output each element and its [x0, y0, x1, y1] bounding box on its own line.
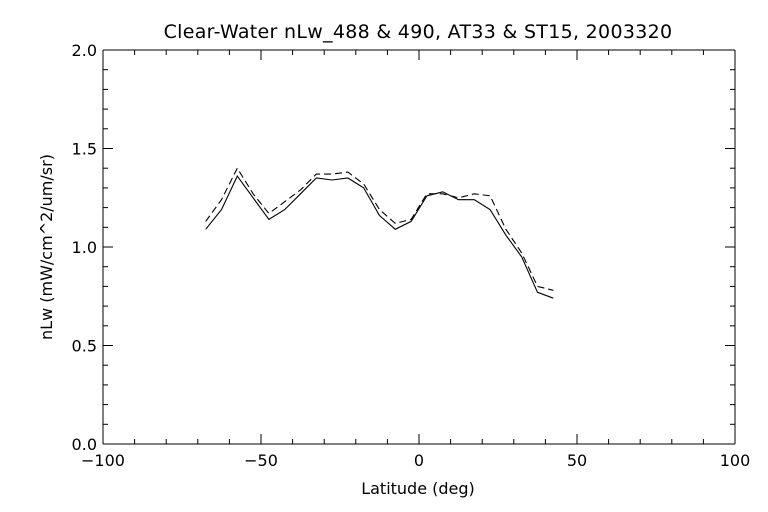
y-tick-label: 1.0: [72, 238, 97, 257]
x-axis-ticks: −100 −50 0 50 100: [81, 50, 750, 470]
chart-title: Clear-Water nLw_488 & 490, AT33 & ST15, …: [164, 21, 673, 43]
solid-series-line: [205, 175, 554, 299]
x-tick-label: −100: [81, 451, 125, 470]
y-tick-label: 1.5: [72, 140, 97, 159]
y-axis-title: nLw (mW/cm^2/um/sr): [37, 154, 56, 340]
y-tick-label: 0.5: [72, 337, 97, 356]
x-tick-label: 100: [720, 451, 751, 470]
y-tick-label: 2.0: [72, 41, 97, 60]
x-tick-label: −50: [244, 451, 278, 470]
x-tick-label: 0: [414, 451, 424, 470]
x-axis-title: Latitude (deg): [361, 479, 475, 498]
y-axis-ticks: 0.0 0.5 1.0 1.5 2.0: [72, 41, 735, 454]
series-layer: [205, 167, 554, 299]
x-tick-label: 50: [567, 451, 587, 470]
y-tick-label: 0.0: [72, 435, 97, 454]
plot-axes: [102, 49, 736, 445]
dashed-series-line: [205, 167, 554, 291]
